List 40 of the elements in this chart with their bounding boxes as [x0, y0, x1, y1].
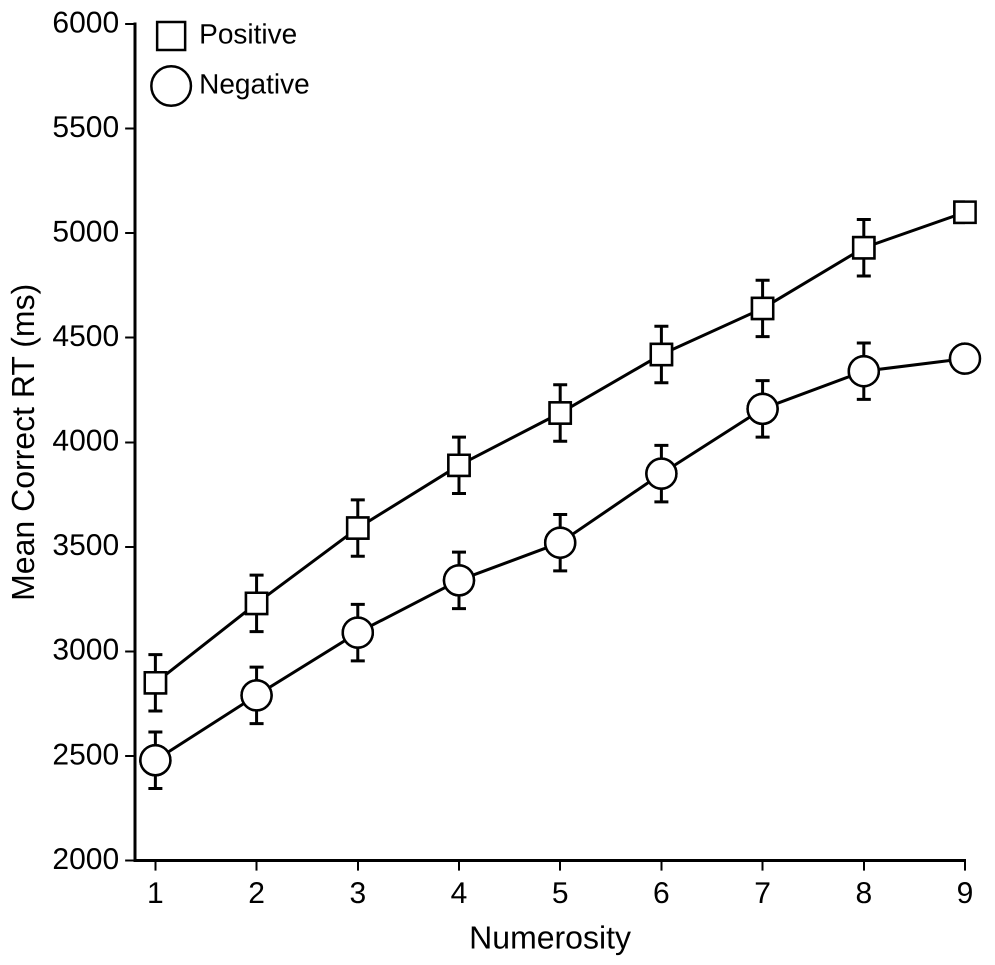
x-tick-label: 3: [349, 876, 366, 910]
y-tick-label: 5500: [52, 110, 120, 144]
point: [548, 401, 572, 425]
y-tick-label: 5000: [52, 215, 120, 248]
point: [139, 744, 172, 776]
x-tick-label: 5: [552, 876, 569, 910]
x-tick-label: 8: [855, 876, 872, 910]
x-tick-label: 7: [754, 876, 771, 910]
y-tick-label: 6000: [52, 6, 120, 40]
point: [346, 516, 370, 540]
y-tick-label: 2500: [52, 738, 120, 772]
point: [544, 526, 576, 559]
legend-label: Positive: [199, 18, 298, 50]
y-tick-label: 3500: [52, 529, 120, 562]
point: [645, 457, 678, 490]
x-tick-label: 1: [147, 876, 164, 910]
legend-label: Negative: [199, 68, 310, 100]
x-axis-title: Numerosity: [469, 920, 631, 956]
point: [144, 670, 168, 695]
x-tick-label: 2: [248, 876, 265, 910]
point: [442, 564, 476, 597]
y-tick-label: 4500: [52, 320, 120, 353]
point: [750, 296, 774, 320]
x-tick-label: 9: [956, 876, 974, 910]
point: [746, 392, 779, 426]
point: [342, 616, 374, 649]
x-tick-label: 4: [450, 876, 468, 910]
x-tick-label: 6: [653, 876, 670, 910]
point: [244, 591, 268, 616]
y-tick-label: 2000: [52, 842, 120, 876]
point: [852, 236, 876, 260]
y-axis-title: Mean Correct RT (ms): [5, 284, 42, 601]
point: [447, 453, 471, 478]
point: [240, 679, 273, 712]
point: [848, 354, 880, 388]
point: [948, 342, 982, 375]
point: [650, 342, 674, 366]
y-tick-label: 3000: [52, 634, 120, 667]
point: [953, 200, 977, 224]
y-tick-label: 4000: [52, 424, 120, 458]
